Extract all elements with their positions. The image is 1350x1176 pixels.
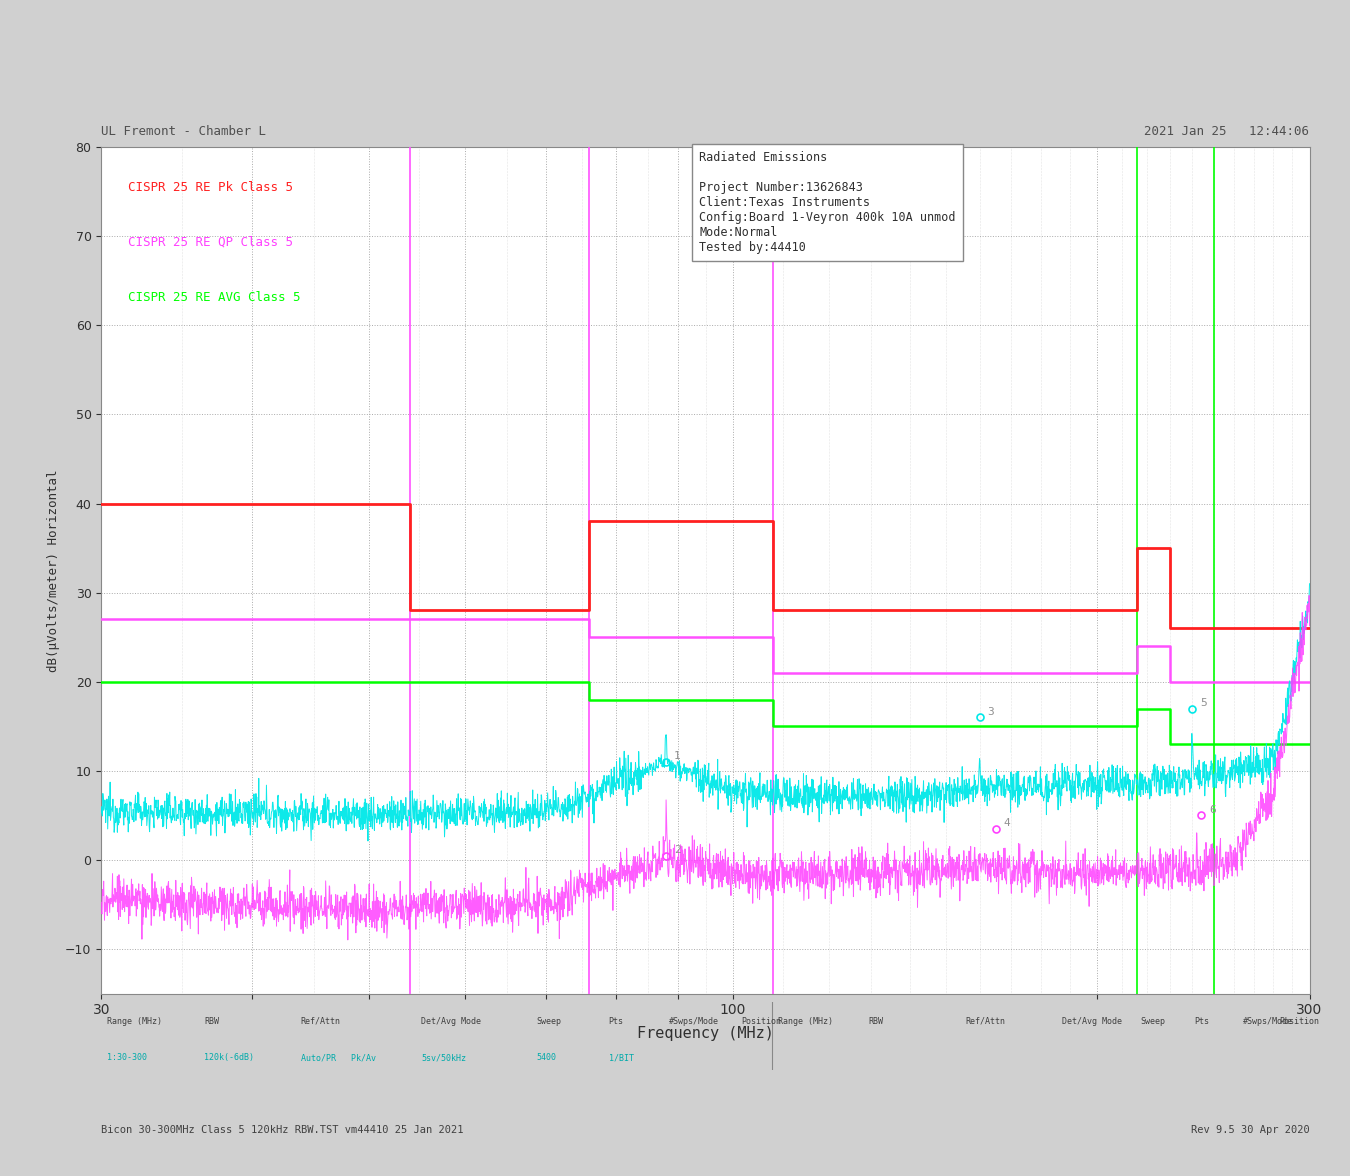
Text: Sweep: Sweep	[1141, 1017, 1165, 1025]
Text: Rev 9.5 30 Apr 2020: Rev 9.5 30 Apr 2020	[1191, 1125, 1310, 1136]
Text: Range (MHz): Range (MHz)	[778, 1017, 833, 1025]
Text: Bicon 30-300MHz Class 5 120kHz RBW.TST vm44410 25 Jan 2021: Bicon 30-300MHz Class 5 120kHz RBW.TST v…	[101, 1125, 464, 1136]
Text: 4: 4	[1003, 818, 1010, 828]
Text: UL Fremont - Chamber L: UL Fremont - Chamber L	[101, 125, 266, 138]
Text: 2021 Jan 25   12:44:06: 2021 Jan 25 12:44:06	[1145, 125, 1310, 138]
Text: 1:30-300: 1:30-300	[107, 1054, 147, 1062]
Text: Pts: Pts	[1195, 1017, 1210, 1025]
Text: 1: 1	[674, 751, 680, 761]
Text: Ref/Attn: Ref/Attn	[301, 1017, 340, 1025]
Text: 5400: 5400	[536, 1054, 556, 1062]
X-axis label: Frequency (MHz): Frequency (MHz)	[637, 1025, 774, 1041]
Text: 120k(-6dB): 120k(-6dB)	[204, 1054, 254, 1062]
Text: Position: Position	[1280, 1017, 1319, 1025]
Text: 1/BIT: 1/BIT	[609, 1054, 633, 1062]
Text: RBW: RBW	[204, 1017, 219, 1025]
Text: 5sv/50kHz: 5sv/50kHz	[421, 1054, 467, 1062]
Text: #Swps/Mode: #Swps/Mode	[1243, 1017, 1293, 1025]
Text: Det/Avg Mode: Det/Avg Mode	[1062, 1017, 1122, 1025]
Text: 3: 3	[987, 707, 994, 716]
Text: Auto/PR   Pk/Av: Auto/PR Pk/Av	[301, 1054, 375, 1062]
Text: Sweep: Sweep	[536, 1017, 562, 1025]
Text: Pts: Pts	[609, 1017, 624, 1025]
Text: 5: 5	[1200, 697, 1207, 708]
Text: CISPR 25 RE AVG Class 5: CISPR 25 RE AVG Class 5	[128, 290, 300, 303]
Text: 2: 2	[674, 844, 680, 855]
Y-axis label: dB(µVolts/meter) Horizontal: dB(µVolts/meter) Horizontal	[47, 469, 59, 671]
Text: #Swps/Mode: #Swps/Mode	[670, 1017, 720, 1025]
Text: RBW: RBW	[868, 1017, 883, 1025]
Text: Range (MHz): Range (MHz)	[107, 1017, 162, 1025]
Text: Det/Avg Mode: Det/Avg Mode	[421, 1017, 482, 1025]
Text: 6: 6	[1208, 804, 1215, 815]
Text: Ref/Attn: Ref/Attn	[965, 1017, 1006, 1025]
Text: CISPR 25 RE QP Class 5: CISPR 25 RE QP Class 5	[128, 236, 293, 249]
Text: Radiated Emissions

Project Number:13626843
Client:Texas Instruments
Config:Boar: Radiated Emissions Project Number:136268…	[699, 152, 956, 254]
Text: CISPR 25 RE Pk Class 5: CISPR 25 RE Pk Class 5	[128, 181, 293, 194]
Text: Position: Position	[741, 1017, 782, 1025]
